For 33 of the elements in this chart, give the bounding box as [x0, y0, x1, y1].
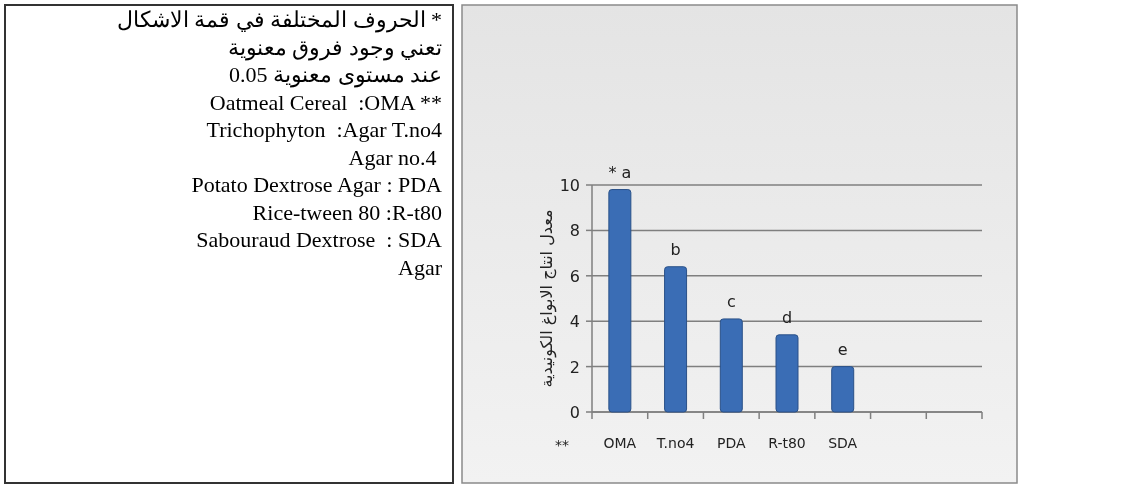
x-tick-label: R-t80	[768, 435, 806, 451]
x-tick-label: T.no4	[655, 435, 695, 451]
text: تعني وجود فروق معنوية	[226, 33, 443, 61]
text: عند مستوى معنوية 0.05	[228, 61, 443, 89]
text: Sabouraud Dextrose : SDA	[195, 226, 443, 254]
text: Agar no.4	[347, 143, 438, 171]
x-axis-title: **	[555, 437, 569, 453]
bar	[831, 366, 855, 413]
annotation: d	[781, 307, 793, 327]
y-tick-label: 8	[569, 221, 580, 241]
x-tick-label: SDA	[828, 435, 858, 451]
annotation: * a	[608, 162, 632, 182]
text: Trichophyton :Agar T.no4	[205, 116, 443, 144]
y-axis-title: معدل انتاج الابواغ الكونيدية	[537, 209, 557, 388]
annotation: b	[670, 239, 681, 259]
y-tick-label: 4	[569, 312, 580, 332]
bar	[664, 266, 688, 413]
bar	[775, 334, 799, 413]
bar	[608, 189, 632, 413]
text: Agar	[397, 253, 443, 281]
x-tick-label: PDA	[717, 435, 746, 451]
text: Potato Dextrose Agar : PDA	[190, 171, 443, 199]
text: Oatmeal Cereal :OMA **	[208, 88, 443, 116]
y-tick-label: 10	[559, 176, 580, 195]
text: Rice-tween 80 :R-t80	[251, 198, 443, 226]
x-tick-label: OMA	[603, 435, 637, 451]
y-tick-label: 2	[569, 357, 580, 377]
text: * الحروف المختلفة في قمة الاشكال	[115, 6, 443, 34]
annotation: c	[726, 291, 736, 311]
bar	[719, 318, 743, 413]
y-tick-label: 0	[569, 403, 580, 422]
annotation: e	[837, 339, 848, 359]
y-tick-label: 6	[569, 266, 580, 286]
